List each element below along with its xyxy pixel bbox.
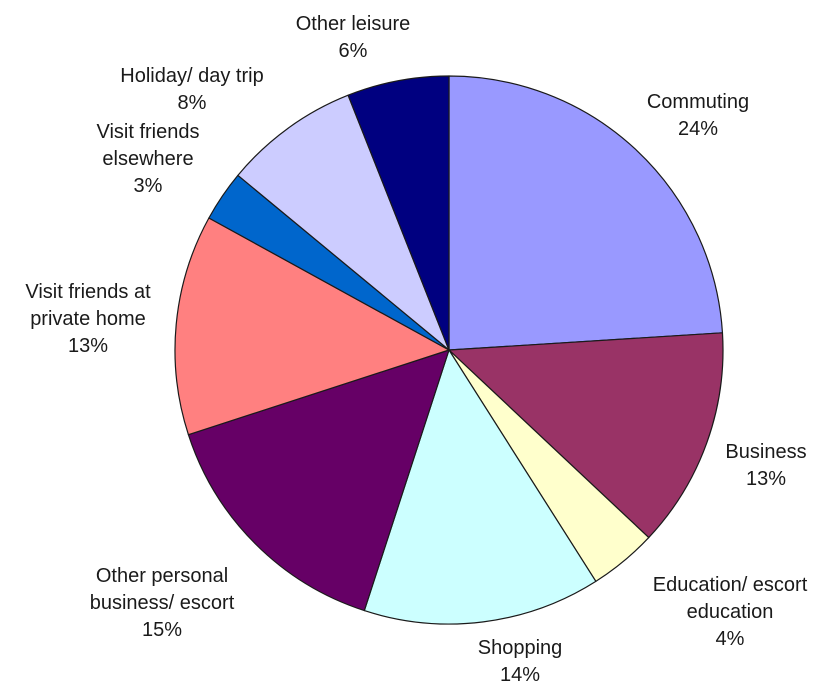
pie-slice-shopping xyxy=(363,349,597,625)
pie-slices xyxy=(174,75,724,625)
slice-category-label: Education/ escort education xyxy=(653,574,808,623)
pie-slice-holiday-day-trip xyxy=(237,94,450,351)
slice-value-label: 8% xyxy=(178,92,207,114)
slice-category-label: Other leisure xyxy=(296,13,411,35)
slice-label-visit-friends-elsewhere: Visit friends elsewhere 3% xyxy=(96,121,199,197)
pie-slice-commuting xyxy=(448,75,724,351)
slice-category-label: Holiday/ day trip xyxy=(120,65,263,87)
slice-category-label: Commuting xyxy=(647,91,749,113)
slice-category-label: Visit friends at private home xyxy=(25,281,151,330)
slice-category-label: Business xyxy=(725,441,806,463)
slice-label-holiday-day-trip: Holiday/ day trip 8% xyxy=(120,65,263,114)
pie-slice-business xyxy=(448,332,724,539)
slice-label-business: Business 13% xyxy=(725,441,806,490)
slice-category-label: Visit friends elsewhere xyxy=(96,121,199,170)
slice-labels: Commuting 24% Business 13% Education/ escort… xyxy=(25,13,807,685)
slice-label-other-leisure: Other leisure 6% xyxy=(296,13,411,62)
slice-value-label: 14% xyxy=(500,664,540,685)
slice-value-label: 15% xyxy=(142,619,182,641)
slice-value-label: 24% xyxy=(678,118,718,140)
slice-label-other-personal-business-escort: Other personal business/ escort 15% xyxy=(90,565,235,641)
pie-slice-other-personal-business-escort xyxy=(187,349,450,612)
slice-value-label: 6% xyxy=(339,40,368,62)
slice-label-visit-friends-at-private-home: Visit friends at private home 13% xyxy=(25,281,151,357)
slice-label-shopping: Shopping 14% xyxy=(478,637,563,685)
pie-slice-other-leisure xyxy=(347,75,450,351)
pie-slice-visit-friends-at-private-home xyxy=(174,217,450,436)
slice-label-education-escort-education: Education/ escort education 4% xyxy=(653,574,808,650)
slice-label-commuting: Commuting 24% xyxy=(647,91,749,140)
slice-category-label: Other personal business/ escort xyxy=(90,565,235,614)
slice-value-label: 13% xyxy=(746,468,786,490)
slice-value-label: 4% xyxy=(716,628,745,650)
slice-value-label: 13% xyxy=(68,335,108,357)
slice-category-label: Shopping xyxy=(478,637,563,659)
slice-value-label: 3% xyxy=(134,175,163,197)
